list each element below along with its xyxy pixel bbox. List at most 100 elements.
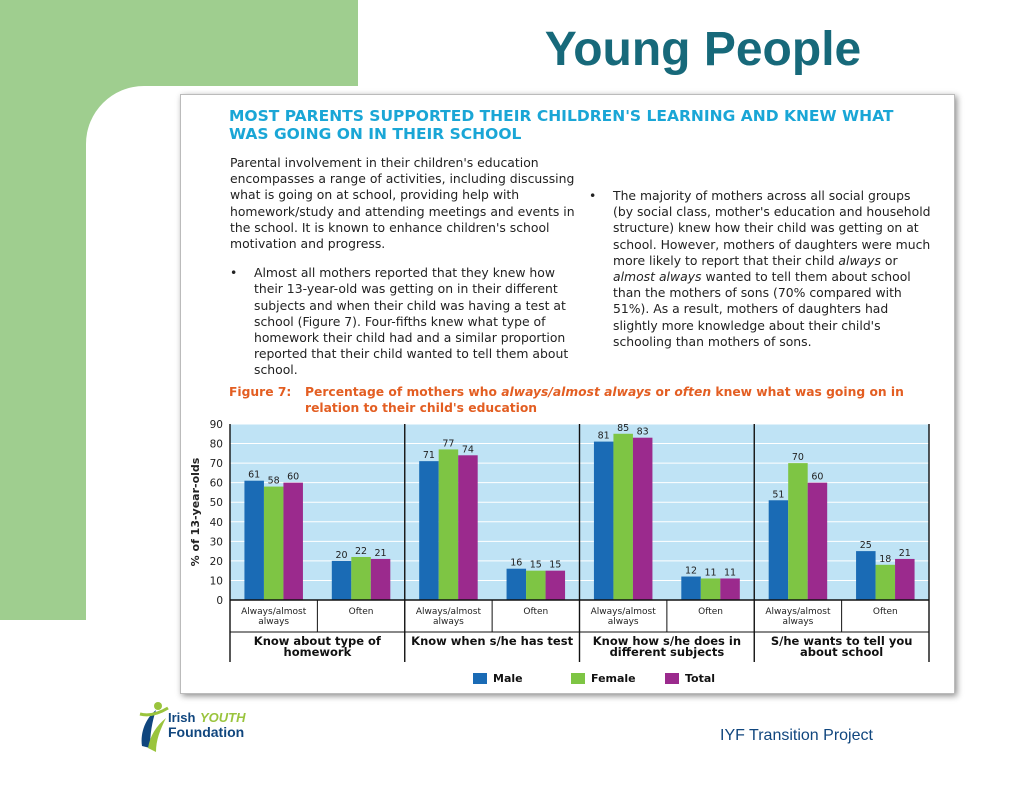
intro-paragraph: Parental involvement in their children's… [230,155,575,252]
data-label: 15 [530,560,542,571]
y-tick-label: 50 [210,497,223,509]
bar [506,568,527,600]
x-tick-label: Often [349,607,374,617]
bar [895,558,915,600]
x-tick-label: Often [873,607,898,617]
data-label: 71 [423,450,435,461]
group-label: about school [800,645,883,659]
x-tick-label: Always/almost [241,607,307,617]
x-tick-label: Always/almost [416,607,482,617]
y-tick-label: 80 [210,439,223,451]
legend-swatch [571,673,585,684]
x-tick-label: Often [698,607,723,617]
data-label: 77 [442,438,454,449]
data-label: 70 [792,452,804,463]
caption-part-c: knew what was going on in relation to th… [305,385,904,415]
data-label: 18 [879,554,891,565]
bullet-text-2-em-always: always [838,252,881,268]
group-label: different subjects [610,645,725,659]
project-label: IYF Transition Project [720,727,873,744]
x-tick-label: Always/almost [765,607,831,617]
bullet-item-1: • Almost all mothers reported that they … [230,265,575,378]
caption-part-a: Percentage of mothers who [305,385,502,399]
group-label: homework [284,645,352,659]
data-label: 16 [510,558,522,569]
bullet-item-2: • The majority of mothers across all soc… [589,188,934,350]
bar [283,482,303,600]
bullet-text-2c: wanted to tell them about school than th… [613,269,911,349]
y-axis-label: % of 13-year-olds [189,457,202,566]
data-label: 21 [375,548,387,559]
bar [593,441,614,600]
bar [458,455,478,600]
text-column-left: Parental involvement in their children's… [230,155,575,392]
bar [545,570,566,600]
y-tick-label: 10 [210,575,223,587]
x-tick-label: always [608,617,639,627]
bullet-dot: • [589,188,597,203]
data-label: 22 [355,546,367,557]
heading-line-1: MOST PARENTS SUPPORTED THEIR CHILDREN'S … [229,107,894,125]
document-image: MOST PARENTS SUPPORTED THEIR CHILDREN'S … [180,94,955,694]
bar [526,570,546,600]
irish-youth-foundation-logo: Irish YOUTH Foundation [136,696,276,754]
group-label: Know when s/he has test [411,634,573,648]
logo-text-youth: YOUTH [200,710,246,725]
bar [263,486,284,600]
data-label: 61 [248,470,260,481]
data-label: 25 [860,540,872,551]
bar [370,558,391,600]
data-label: 60 [811,472,823,483]
legend-swatch [665,673,679,684]
bar [438,449,459,600]
bar [632,437,653,600]
x-tick-label: always [433,617,464,627]
bullet-text-2-em-almost-always: almost always [613,269,702,285]
y-tick-label: 70 [210,458,223,470]
bar [788,463,808,600]
caption-em-often: often [674,385,712,399]
data-label: 58 [268,476,280,487]
data-label: 51 [772,489,784,500]
bar [331,560,352,600]
logo-text-irish: Irish [168,710,196,725]
text-column-right: • The majority of mothers across all soc… [589,155,934,363]
bar [700,578,721,600]
bar [613,433,633,600]
bar [681,576,701,600]
data-label: 20 [336,550,348,561]
bar-chart: 0 10 20 30 40 50 60 70 80 90 % of 13-year-olds Alwa… [189,419,930,685]
data-label: 85 [617,423,629,434]
x-tick-label: always [782,617,813,627]
data-label: 11 [724,567,736,578]
group-label: Know about type of [254,634,382,648]
data-label: 12 [685,566,697,577]
logo-text-foundation: Foundation [168,724,245,740]
caption-em-always: always/almost always [501,385,652,399]
bar [875,564,896,600]
y-tick-label: 90 [210,419,223,431]
legend-label: Female [591,672,636,685]
data-label: 60 [287,472,299,483]
bar [720,578,740,600]
y-tick-label: 30 [210,536,223,548]
y-tick-label: 0 [216,595,223,607]
bullet-text-2a: The majority of mothers across all socia… [613,188,931,268]
slide-title: Young People [544,23,862,76]
figure-number: Figure 7: [229,385,292,399]
data-label: 11 [705,567,717,578]
bar [856,551,876,600]
heading-line-2: WAS GOING ON IN THEIR SCHOOL [229,125,522,143]
figure-caption-text: Percentage of mothers who always/almost … [305,384,905,416]
bullet-text-1: Almost all mothers reported that they kn… [254,265,569,378]
group-label: S/he wants to tell you [771,634,913,648]
logo-figure-icon [139,702,169,752]
bullet-dot: • [230,265,238,281]
x-tick-label: Often [523,607,548,617]
data-label: 83 [637,427,649,438]
bar [419,461,439,600]
legend-label: Male [493,672,523,685]
data-label: 15 [549,560,561,571]
data-label: 21 [899,548,911,559]
y-tick-label: 40 [210,517,223,529]
